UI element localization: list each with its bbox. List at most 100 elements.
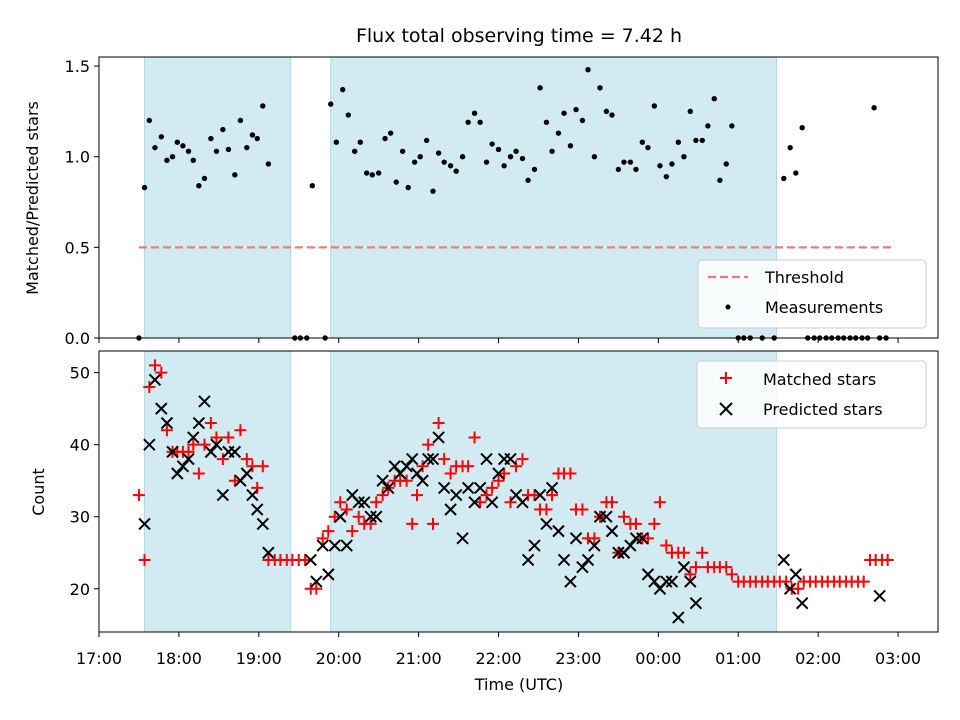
predicted-star-point (624, 539, 637, 552)
count-panel-frame (98, 350, 939, 633)
measurement-point (621, 159, 627, 165)
matched-star-point (438, 453, 451, 466)
measurement-point (531, 166, 538, 173)
matched-star-point (198, 438, 211, 451)
predicted-star-point (545, 481, 559, 495)
predicted-star-point (660, 575, 673, 588)
measurement-point (591, 154, 598, 160)
measurement-point (375, 170, 382, 176)
predicted-star-point (665, 575, 679, 588)
measurement-point (435, 150, 442, 156)
predicted-star-point (155, 402, 168, 415)
ratio-panel-ticks: 0.0 0.5 1.0 1.5 (65, 57, 899, 348)
measurement-point (185, 148, 192, 154)
matched-star-point (422, 438, 435, 451)
matched-star-point (370, 496, 383, 509)
matched-star-point (376, 489, 389, 502)
predicted-star-point (480, 452, 493, 466)
predicted-star-point (684, 575, 697, 588)
x-axis-label: Time (UTC) (474, 675, 563, 694)
measurement-point (489, 141, 495, 147)
matched-star-point (444, 467, 457, 480)
predicted-star-point (521, 553, 535, 567)
matched-star-point (328, 510, 341, 523)
measurement-point (152, 144, 158, 151)
measurement-point (693, 137, 699, 144)
y-tick-label: 1.0 (65, 148, 90, 167)
measurement-point (717, 177, 723, 183)
matched-star-point (160, 424, 173, 437)
y-tick-label: 20 (70, 580, 90, 599)
matched-star-point (322, 525, 335, 538)
matched-star-point (528, 489, 541, 502)
predicted-star-point (198, 395, 211, 408)
matched-star-point (143, 381, 156, 394)
y-tick-label: 50 (70, 364, 90, 383)
measurement-point (141, 184, 148, 191)
matched-star-point (689, 561, 702, 574)
measurement-point (309, 183, 316, 189)
matched-star-point (316, 532, 329, 545)
x-tick-label: 22:00 (475, 649, 521, 668)
matched-star-point (696, 546, 709, 559)
matched-star-point (462, 460, 475, 473)
predicted-star-point (581, 553, 595, 567)
predicted-star-point (182, 452, 195, 466)
y-tick-label: 30 (70, 508, 90, 527)
measurement-point (453, 168, 459, 174)
matched-star-point (605, 496, 618, 509)
predicted-star-point (461, 481, 475, 495)
measurement-point (387, 130, 394, 136)
predicted-star-point (437, 481, 451, 495)
predicted-star-point (388, 460, 401, 473)
predicted-star-point (672, 611, 685, 624)
measurement-point (237, 117, 244, 124)
measurement-point (495, 146, 502, 153)
predicted-star-point (600, 510, 613, 523)
x-tick-label: 01:00 (715, 649, 761, 668)
measurement-point (146, 117, 153, 124)
matched-star-point (204, 417, 217, 430)
measurement-point (158, 134, 165, 140)
measurement-point (393, 179, 399, 185)
x-tick-label: 23:00 (555, 649, 601, 668)
predicted-star-point (364, 510, 377, 523)
matched-star-point (222, 431, 235, 444)
matched-star-point (256, 460, 269, 473)
measurement-point (340, 86, 346, 93)
measurement-point (441, 159, 447, 165)
matched-star-point (480, 489, 493, 502)
x-tick-label: 00:00 (635, 649, 681, 668)
legend-measurements-label: Measurements (765, 298, 883, 317)
measurement-point (201, 175, 208, 182)
x-tick-label: 21:00 (396, 649, 442, 668)
matched-stars-legend-marker (720, 372, 732, 384)
matched-star-point (486, 481, 499, 494)
matched-star-point (432, 417, 445, 430)
predicted-star-point (370, 510, 383, 523)
matched-star-point (400, 474, 413, 487)
measurement-point (465, 119, 471, 125)
measurement-point (567, 143, 574, 149)
predicted-star-point (689, 596, 703, 610)
matched-star-point (516, 453, 529, 466)
predicted-star-point (322, 568, 335, 581)
matched-star-point (641, 532, 654, 545)
x-tick-label: 19:00 (236, 649, 282, 668)
y-tick-label: 40 (70, 436, 90, 455)
predicted-star-point (432, 431, 445, 444)
predicted-star-point (246, 488, 259, 502)
predicted-star-point (228, 445, 242, 459)
legend-threshold-label: Threshold (764, 268, 844, 287)
measurement-point (549, 148, 555, 154)
predicted-star-point (304, 553, 317, 567)
measurement-point (705, 123, 711, 129)
measurement-point (663, 173, 670, 180)
predicted-star-point (216, 488, 230, 502)
measurement-point (543, 119, 550, 125)
predicted-stars-legend-marker (719, 402, 733, 416)
legend-matched-label: Matched stars (763, 370, 876, 389)
matched-star-point (240, 453, 253, 466)
measurement-point (333, 139, 340, 145)
predicted-star-point (605, 524, 619, 538)
